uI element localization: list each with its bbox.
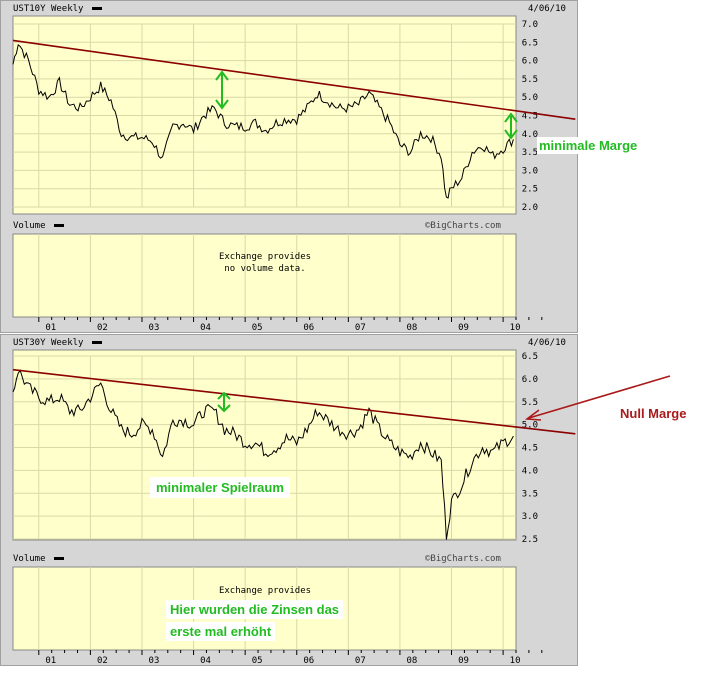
series-swatch-icon (91, 341, 102, 344)
annotation-zinsen-line1: Hier wurden die Zinsen das (166, 600, 344, 619)
x-tick-label: 01 (45, 323, 56, 333)
top-chart-header: UST10Y Weekly (13, 4, 102, 14)
ust10y-price-line (12, 44, 514, 199)
x-tick-label: 06 (303, 656, 314, 666)
y-tick-label: 6.0 (522, 57, 538, 67)
top-volume-label: Volume (13, 221, 46, 231)
bottom-no-volume-line1: Exchange provides (219, 586, 311, 596)
bottom-volume-label-wrap: Volume (13, 554, 64, 564)
annotation-zinsen-line2: erste mal erhöht (166, 622, 276, 641)
y-tick-label: 5.5 (522, 75, 538, 85)
bottom-volume-label: Volume (13, 554, 46, 564)
ust30y-price-line (12, 369, 514, 540)
y-tick-label: 6.5 (522, 38, 538, 48)
x-tick-label: 08 (407, 323, 418, 333)
x-tick-label: 04 (200, 323, 211, 333)
bottom-date: 4/06/10 (528, 338, 566, 348)
top-no-volume-line1: Exchange provides (219, 252, 311, 262)
series-swatch-icon (91, 7, 102, 10)
y-tick-label: 3.5 (522, 148, 538, 158)
top-brand: ©BigCharts.com (425, 221, 501, 231)
x-tick-label: 05 (252, 323, 263, 333)
annotation-null-marge: Null Marge (620, 406, 687, 421)
x-tick-label: 09 (458, 656, 469, 666)
annotation-minimaler-spielraum: minimaler Spielraum (150, 477, 290, 498)
x-tick-label: 02 (97, 656, 108, 666)
x-tick-label: 10 (510, 323, 521, 333)
top-date: 4/06/10 (528, 4, 566, 14)
top-arrow-2010-icon (504, 112, 518, 140)
y-tick-label: 2.5 (522, 185, 538, 195)
bottom-symbol: UST30Y (13, 338, 46, 348)
ust30y-trendline (12, 368, 576, 435)
ust10y-trendline (12, 39, 576, 120)
x-tick-label: 04 (200, 656, 211, 666)
x-tick-label: 07 (355, 656, 366, 666)
top-period: Weekly (50, 4, 84, 14)
y-tick-label: 3.5 (522, 489, 538, 499)
x-tick-label: 01 (45, 656, 56, 666)
y-tick-label: 7.0 (522, 20, 538, 30)
null-marge-arrow-icon (524, 375, 671, 421)
y-tick-label: 5.0 (522, 93, 538, 103)
y-tick-label: 2.0 (522, 203, 538, 213)
top-symbol: UST10Y (13, 4, 46, 14)
volume-swatch-icon (53, 557, 64, 560)
x-tick-label: 08 (407, 656, 418, 666)
y-tick-label: 6.0 (522, 375, 538, 385)
y-tick-label: 2.5 (522, 535, 538, 545)
y-tick-label: 4.0 (522, 130, 538, 140)
x-tick-label: 10 (510, 656, 521, 666)
top-arrow-2004-icon (215, 70, 229, 110)
y-tick-label: 4.0 (522, 466, 538, 476)
y-tick-label: 3.0 (522, 512, 538, 522)
x-tick-label: 03 (149, 656, 160, 666)
y-tick-label: 4.5 (522, 112, 538, 122)
ust10y-plot: 2.0 2.5 3.0 3.5 4.0 4.5 5.0 5.5 6.0 6.5 7.0 01 02 03… (12, 15, 576, 333)
top-no-volume-line2: no volume data. (224, 264, 305, 274)
x-tick-label: 02 (97, 323, 108, 333)
y-tick-label: 5.0 (522, 421, 538, 431)
volume-swatch-icon (53, 224, 64, 227)
x-tick-label: 03 (149, 323, 160, 333)
y-tick-label: 4.5 (522, 444, 538, 454)
top-volume-label-wrap: Volume (13, 221, 64, 231)
y-tick-label: 5.5 (522, 398, 538, 408)
x-tick-label: 06 (303, 323, 314, 333)
y-tick-label: 6.5 (522, 352, 538, 362)
x-tick-label: 05 (252, 656, 263, 666)
x-tick-label: 09 (458, 323, 469, 333)
bottom-arrow-2004-icon (217, 391, 231, 413)
x-tick-label: 07 (355, 323, 366, 333)
bottom-brand: ©BigCharts.com (425, 554, 501, 564)
top-volume-area (12, 233, 517, 318)
annotation-minimale-marge: minimale Marge (537, 137, 640, 154)
bottom-plot-area (12, 349, 517, 541)
bottom-period: Weekly (50, 338, 84, 348)
bottom-chart-header: UST30Y Weekly (13, 338, 102, 348)
y-tick-label: 3.0 (522, 166, 538, 176)
